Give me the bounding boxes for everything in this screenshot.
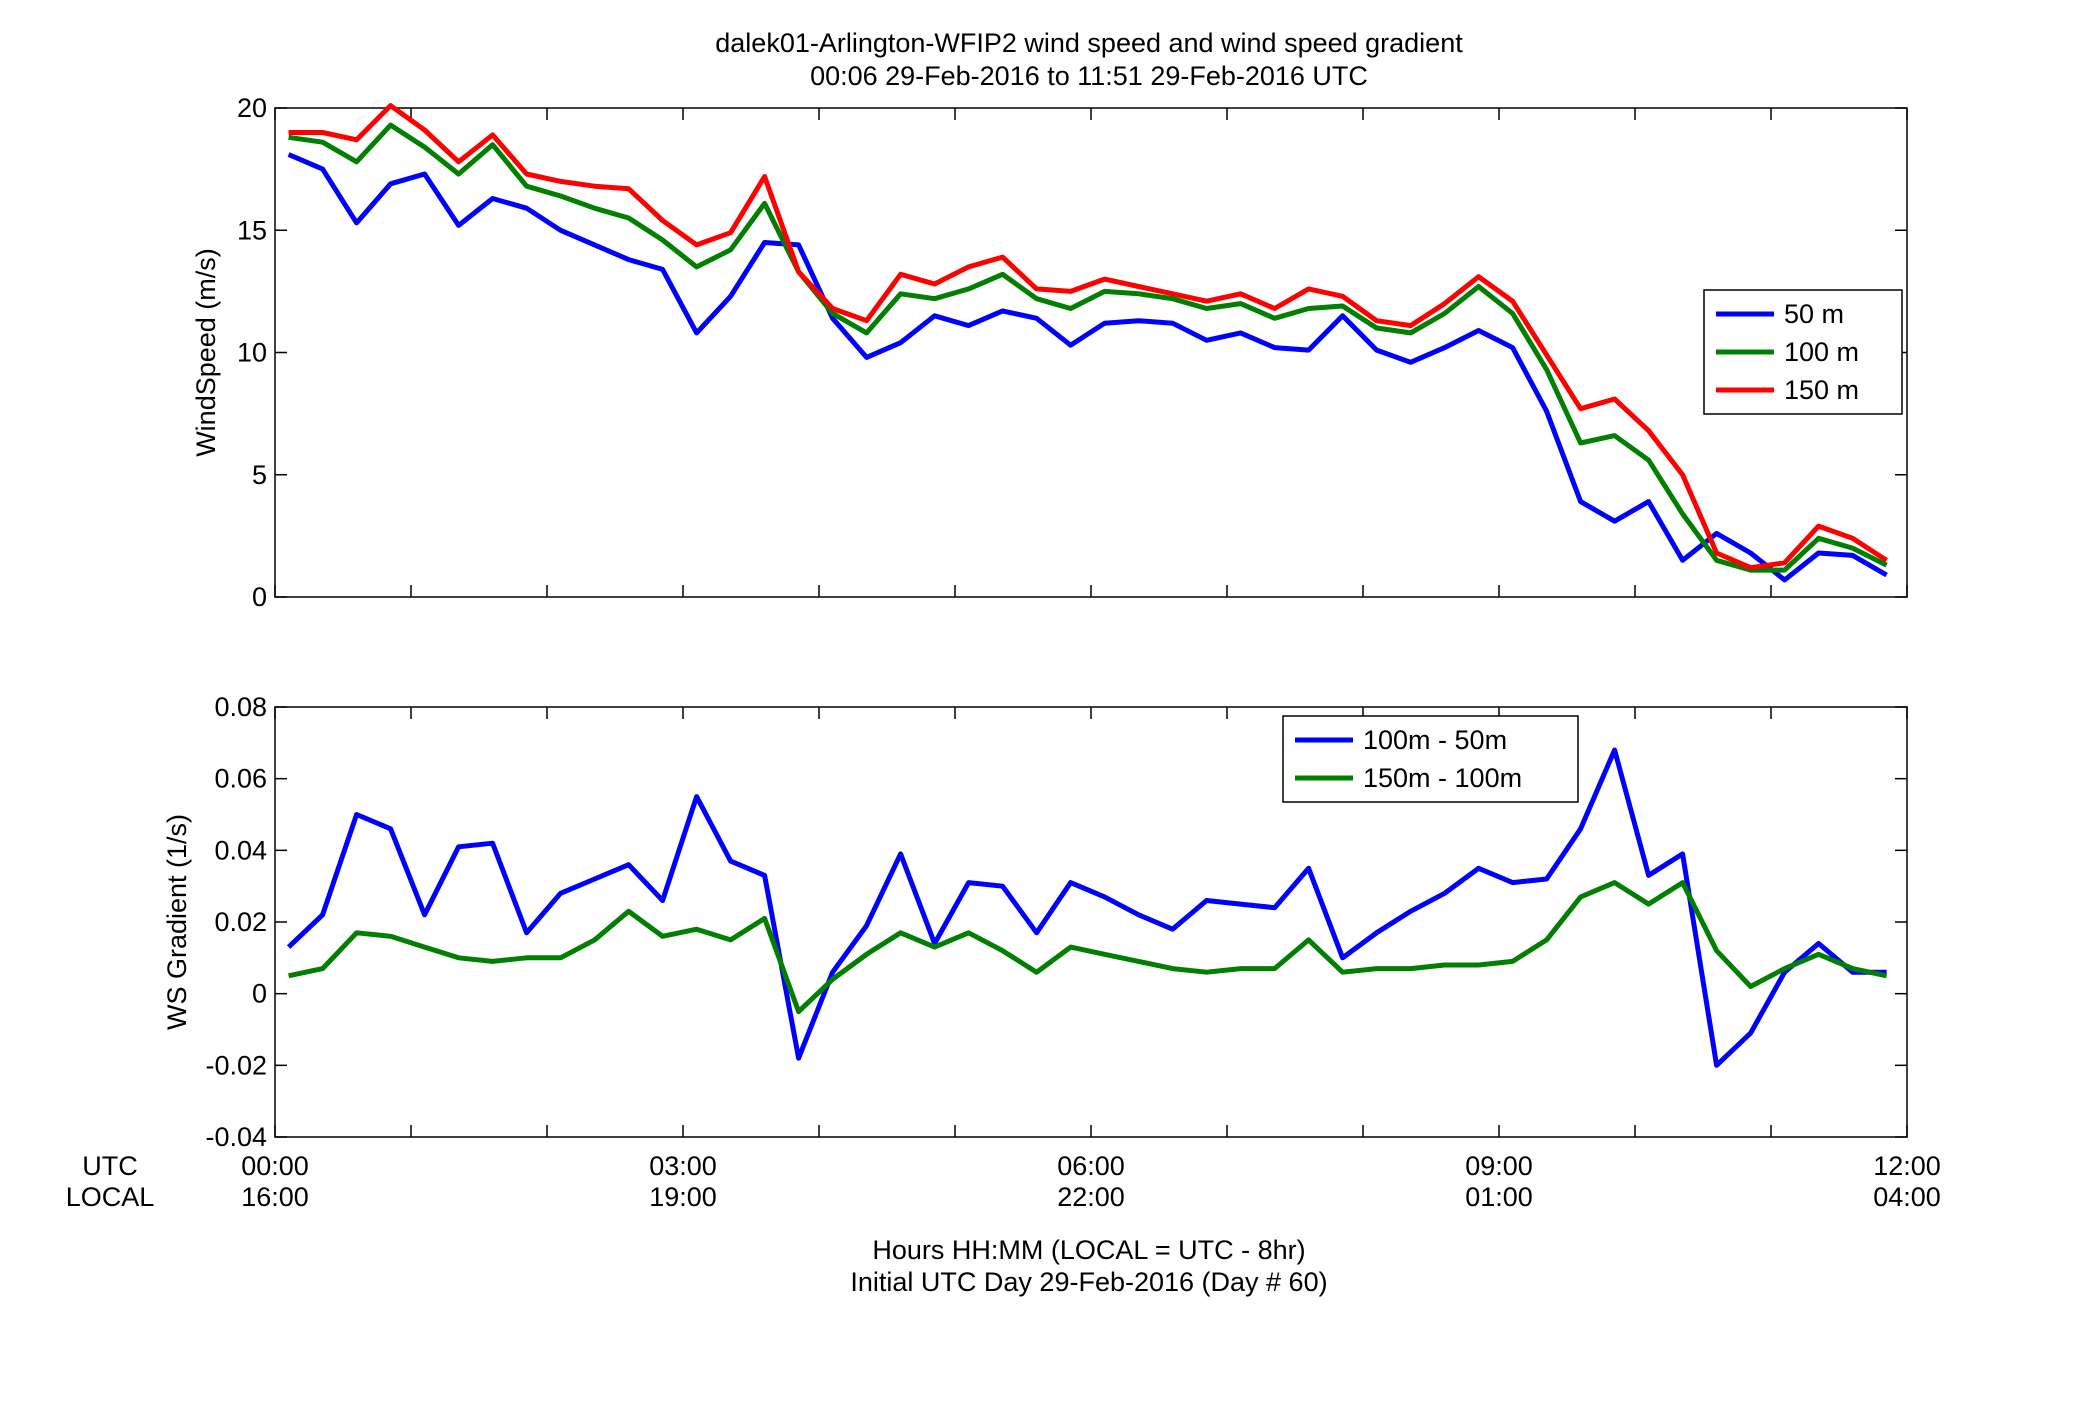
- legend-label: 100m - 50m: [1363, 725, 1507, 755]
- plot-frame: [274, 706, 1908, 1138]
- y-tick-label: 0.06: [214, 764, 267, 794]
- chart-title-line1: dalek01-Arlington-WFIP2 wind speed and w…: [715, 28, 1463, 58]
- x-axis-label-line1: Hours HH:MM (LOCAL = UTC - 8hr): [872, 1235, 1305, 1265]
- x-tick-label-utc: 06:00: [1057, 1151, 1125, 1181]
- y-tick-label: 0.02: [214, 907, 267, 937]
- series-line-2: [288, 880, 1888, 1015]
- y-tick-label: -0.04: [205, 1122, 267, 1152]
- legend-label: 100 m: [1784, 337, 1859, 367]
- x-tick-label-local: 04:00: [1873, 1182, 1941, 1212]
- y-tick-label: -0.02: [205, 1050, 267, 1080]
- y-tick-label: 10: [237, 338, 267, 368]
- x-tick-label-utc: 03:00: [649, 1151, 717, 1181]
- x-tick-label-utc: 00:00: [241, 1151, 309, 1181]
- series-line-3: [288, 103, 1888, 571]
- y-tick-label: 5: [252, 460, 267, 490]
- y-tick-label: 20: [237, 93, 267, 123]
- x-axis-label-line2: Initial UTC Day 29-Feb-2016 (Day # 60): [850, 1267, 1327, 1297]
- legend-box: [1282, 715, 1579, 803]
- x-tick-label-local: 01:00: [1465, 1182, 1533, 1212]
- x-tick-label-utc: 12:00: [1873, 1151, 1941, 1181]
- y-axis-label: WindSpeed (m/s): [191, 248, 221, 457]
- gradient-axes: -0.04 -0.02 0 0.02 0.04 0.06 0.08 WS Gradient (…: [162, 692, 1941, 1212]
- x-tick-label-local: 19:00: [649, 1182, 717, 1212]
- y-tick-label: 0: [252, 979, 267, 1009]
- legend-label: 150m - 100m: [1363, 763, 1522, 793]
- y-axis-label: WS Gradient (1/s): [162, 814, 192, 1030]
- y-tick-label: 0: [252, 582, 267, 612]
- series-line-2: [288, 122, 1888, 573]
- series-line-1: [287, 152, 1888, 583]
- series-line-1: [286, 747, 1887, 1068]
- windspeed-axes: 0 5 10 15 20 WindSpeed (m/s) 50 m 100 m 150 m: [191, 93, 1908, 612]
- legend-label: 150 m: [1784, 375, 1859, 405]
- x-tick-label-utc: 09:00: [1465, 1151, 1533, 1181]
- legend-label: 50 m: [1784, 299, 1844, 329]
- y-tick-label: 0.08: [214, 692, 267, 722]
- local-row-label: LOCAL: [66, 1182, 155, 1212]
- y-tick-label: 15: [237, 215, 267, 245]
- y-tick-label: 0.04: [214, 835, 267, 865]
- x-tick-label-local: 16:00: [241, 1182, 309, 1212]
- x-tick-label-local: 22:00: [1057, 1182, 1125, 1212]
- utc-row-label: UTC: [82, 1151, 138, 1181]
- chart-title-line2: 00:06 29-Feb-2016 to 11:51 29-Feb-2016 U…: [810, 61, 1368, 91]
